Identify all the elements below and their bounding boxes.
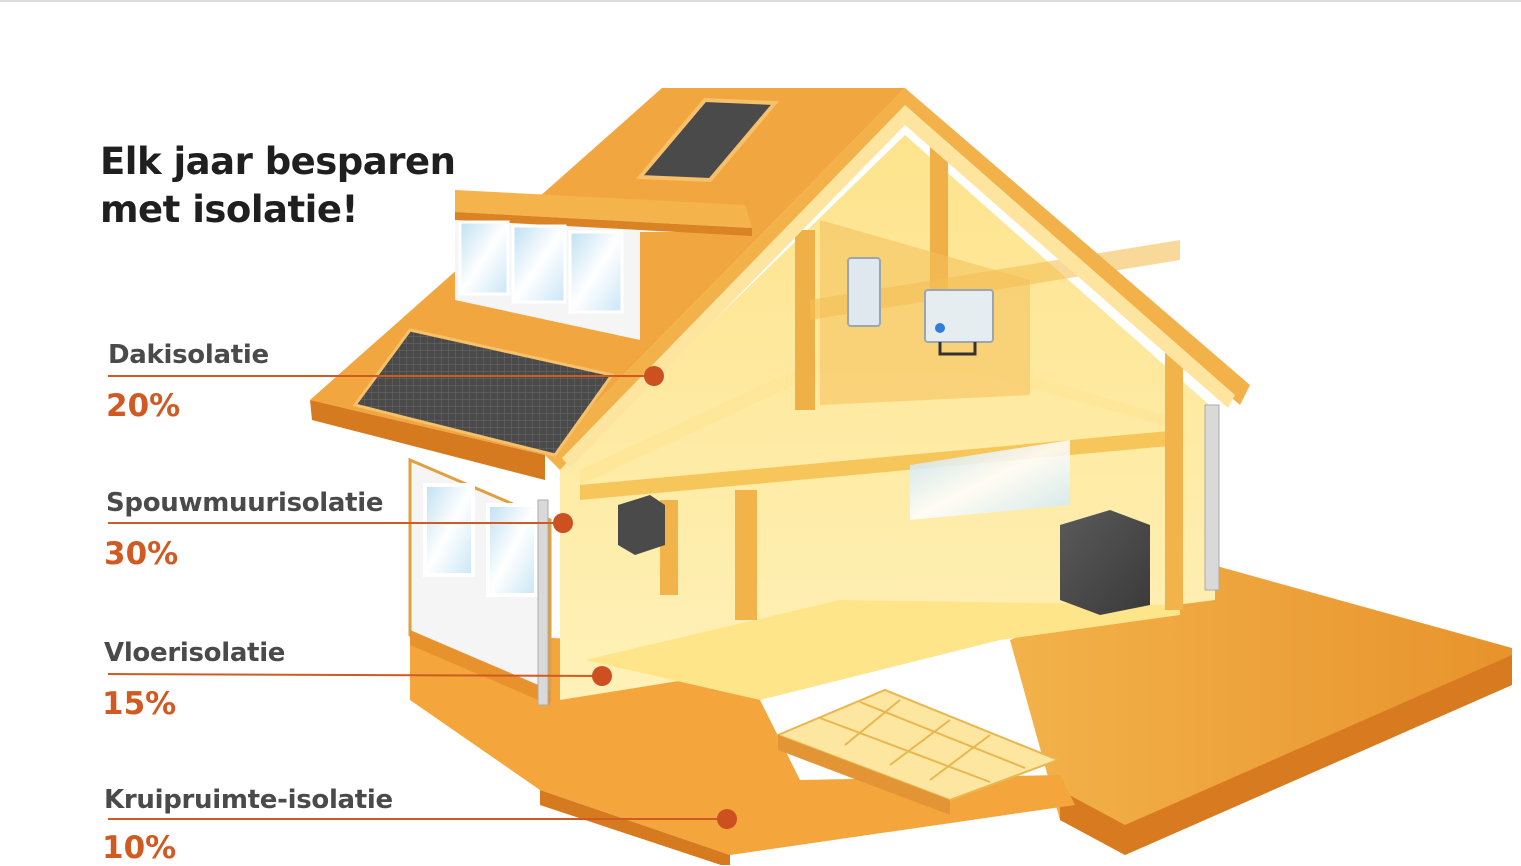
dormer xyxy=(455,190,752,340)
pointer-line-floor xyxy=(107,673,603,677)
title-line-2: met isolatie! xyxy=(100,188,358,231)
top-divider xyxy=(0,0,1521,2)
pointer-dot-crawlspace xyxy=(717,809,737,829)
percent-roof-insulation: 20% xyxy=(106,388,181,424)
pointer-dot-roof xyxy=(644,366,664,386)
terrace-slab xyxy=(1010,560,1512,855)
pointer-dot-floor xyxy=(592,666,612,686)
diagram-title: Elk jaar besparen met isolatie! xyxy=(100,138,456,234)
interior xyxy=(560,135,1220,700)
percent-cavity-wall-insulation: 30% xyxy=(104,536,179,572)
percent-crawlspace-insulation: 10% xyxy=(102,830,177,866)
label-cavity-wall-insulation: Spouwmuurisolatie xyxy=(106,488,384,518)
pointer-dot-cavity xyxy=(553,513,573,533)
label-roof-insulation: Dakisolatie xyxy=(108,340,269,370)
roof-gable xyxy=(545,88,1250,470)
title-line-1: Elk jaar besparen xyxy=(100,140,456,183)
label-floor-insulation: Vloerisolatie xyxy=(104,638,286,668)
label-crawlspace-insulation: Kruipruimte-isolatie xyxy=(104,785,393,815)
pointers xyxy=(107,366,737,829)
tile-path xyxy=(775,688,1061,815)
percent-floor-insulation: 15% xyxy=(102,686,177,722)
exterior-wall xyxy=(408,457,552,705)
drain-pipe xyxy=(537,499,549,706)
